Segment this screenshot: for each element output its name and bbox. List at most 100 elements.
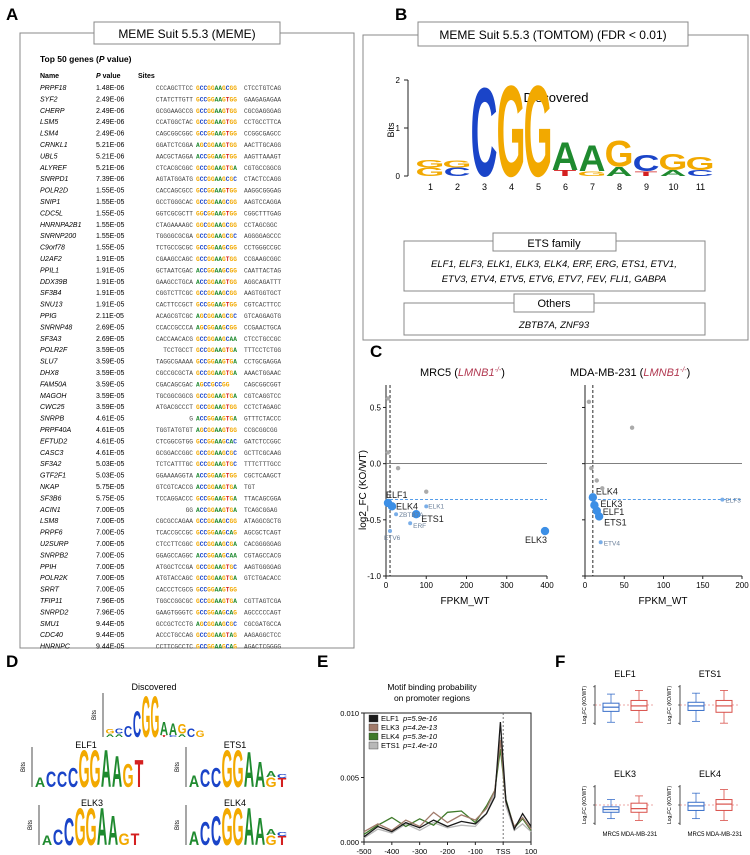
right-flank: AGGCAGATTT: [244, 279, 281, 286]
gene-name: MAGOH: [40, 393, 67, 400]
logo-letter-A: A: [101, 741, 111, 800]
logo-letter-C: C: [633, 150, 660, 176]
table-row: U2AF2 1.91E-05 CGAAGCCAGC GCCGGAAGTGG CCGAAG…: [40, 256, 281, 263]
site-sequence: GCCGGAAGCGC: [196, 233, 237, 240]
logo-letter-A: A: [115, 733, 124, 738]
x-tick-label: -100: [468, 847, 483, 855]
boxplot-elf1: ELF1 Log₂FC (KO/WT): [582, 669, 655, 725]
gene-name: UBL5: [40, 153, 58, 160]
logo-letter-G: G: [74, 799, 85, 855]
panel-label-e: E: [317, 652, 328, 671]
point-label: ELF1: [603, 507, 625, 517]
site-sequence: AGCGGAAGCGC: [196, 313, 237, 320]
legend-name: ELF1: [381, 714, 399, 723]
p-value: 7.00E-05: [96, 507, 125, 514]
p-value: 7.00E-05: [96, 541, 125, 548]
logo-letter-G: G: [142, 684, 151, 749]
table-row: HNRNPA2B1 1.55E-05 CTAGAAAAGC GGCGGAAGCGG CC…: [40, 222, 278, 229]
site-sequence: GCCGGAAGTGA: [196, 393, 237, 400]
logo-letter-G: G: [416, 165, 445, 178]
scatter-mrc5: 0.50.0-0.5-1.00 100 200 300 400ELF1ELK4ETS1E…: [367, 385, 554, 590]
gene-name: EFTUD2: [40, 438, 67, 445]
p-value: 1.55E-05: [96, 222, 125, 229]
logo-position-label: 1: [428, 182, 433, 192]
left-flank: TCCAGGACCC: [156, 495, 193, 502]
col-header-name: Name: [40, 73, 59, 80]
site-sequence: ACCGGAAGTGG: [196, 473, 237, 480]
right-flank: CCGAACTGCA: [244, 324, 281, 331]
logo-letter-A: A: [169, 721, 177, 740]
logo-letter-A: A: [660, 169, 687, 178]
site-sequence: GCCGGAAGTGG: [196, 256, 237, 263]
site-sequence: GCCGGAAGCGA: [196, 541, 237, 548]
site-sequence: ACCGGAAGTGA: [196, 507, 237, 514]
site-sequence: AGCGGAAGCGC: [196, 621, 237, 628]
gene-name: SNRPD2: [40, 609, 69, 616]
boxplot-elk3: ELK3 Log₂FC (KO/WT) MRC5 MDA-MB-231: [582, 769, 658, 838]
table-row: SYF2 2.49E-06 CTATCTTGTT GCCGGAAGTGG GAAGAGA…: [40, 96, 281, 103]
site-sequence: GCCGGAAGCGC: [196, 176, 237, 183]
left-flank: CTAGAAAAGC: [156, 222, 193, 229]
logo-letter-G: G: [686, 154, 715, 175]
left-flank: CGCCGCGCTA: [156, 370, 193, 377]
site-sequence: GCCGGAAGCGG: [196, 199, 237, 206]
logo-letter-C: C: [277, 831, 288, 837]
gene-name: SLU7: [40, 359, 59, 366]
table-row: SLU7 3.59E-05 TAGGCGAAAA GCCGGAAGTGA CCTGCGA…: [40, 359, 281, 366]
right-flank: GTTTCTACCC: [244, 416, 281, 423]
panel-a-subtitle: Top 50 genes (P value): [40, 54, 132, 64]
bits-label: Bits: [21, 762, 27, 772]
logo-letter-A: A: [189, 773, 199, 791]
site-sequence: GCCGGAAGCAG: [196, 609, 237, 616]
site-sequence: GCCGGAAGTGA: [196, 575, 237, 582]
boxplot-title: ETS1: [699, 669, 722, 679]
site-sequence: ACCGGAAGTGG: [196, 153, 237, 160]
right-flank: ATAGGCGCTG: [244, 518, 281, 525]
site-sequence: GCCGGAAGCGC: [196, 450, 237, 457]
point-label: ELK1: [428, 503, 444, 510]
scatter-left-title: MRC5 (LMNB1-/-): [420, 367, 505, 379]
box-mda: [715, 799, 733, 811]
gene-name: NKAP: [40, 484, 59, 491]
right-flank: AAGAGGCTCC: [244, 632, 281, 639]
site-sequence: GCCGGAAGTGG: [196, 108, 237, 115]
scatter-left-xlabel: FPKM_WT: [441, 596, 490, 607]
logo-letter-C: C: [471, 62, 498, 203]
x-tick-label: 100: [657, 581, 671, 590]
left-flank: GG: [186, 507, 194, 514]
table-row: POLR2F 3.59E-05 TCCTGCCT GCCGGAAGTGA TTTCCTC…: [40, 347, 281, 354]
logo-letter-A: A: [112, 747, 122, 797]
p-value: 7.00E-05: [96, 552, 125, 559]
gene-name: PRPF40A: [40, 427, 71, 434]
logo-letter-A: A: [255, 810, 265, 854]
point-label: ETV6: [384, 535, 401, 542]
p-value: 1.55E-05: [96, 199, 125, 206]
left-flank: CTCGGCGTGG: [156, 438, 193, 445]
site-sequence: GCCGGAAGTGA: [196, 347, 237, 354]
logo-letter-C: C: [211, 762, 221, 793]
gene-name: CWC25: [40, 404, 65, 411]
logo-letter-G: G: [443, 158, 472, 169]
right-flank: CAGCGGCGGT: [244, 381, 281, 388]
right-flank: AACTTGCAGG: [244, 142, 281, 149]
logo-letter-G: G: [497, 59, 526, 204]
logo-letter-C: C: [211, 808, 221, 855]
logo-letter-C: C: [68, 762, 78, 793]
right-flank: CAATTACTAG: [244, 267, 281, 274]
logo-letter-G: G: [85, 799, 96, 855]
gene-name: PRPF18: [40, 85, 67, 92]
table-row: C9orf78 1.55E-05 TCTGCCGCGC GCCGGAAGCGG CCTG…: [40, 245, 281, 252]
table-row: SF3A3 2.69E-05 CACCAACACG GCCGGAAGCAA CTCCTG…: [40, 336, 281, 343]
right-flank: GATCTCCGGC: [244, 438, 281, 445]
y-tick-label: 0.0: [370, 460, 382, 469]
point-other: [385, 450, 391, 455]
p-value: 1.55E-05: [96, 233, 125, 240]
boxplot-title: ELK3: [614, 769, 636, 779]
logo-letter-G: G: [578, 170, 607, 177]
table-row: SMU1 9.44E-05 GCCGCTCCTG AGCGGAAGCGC CGCGATG…: [40, 621, 281, 628]
gene-name: U2SURP: [40, 541, 69, 548]
y-tick-label: -0.5: [367, 516, 381, 525]
logo-y-tick-0: 0: [396, 172, 401, 181]
x-tick-label: 50: [620, 581, 629, 590]
